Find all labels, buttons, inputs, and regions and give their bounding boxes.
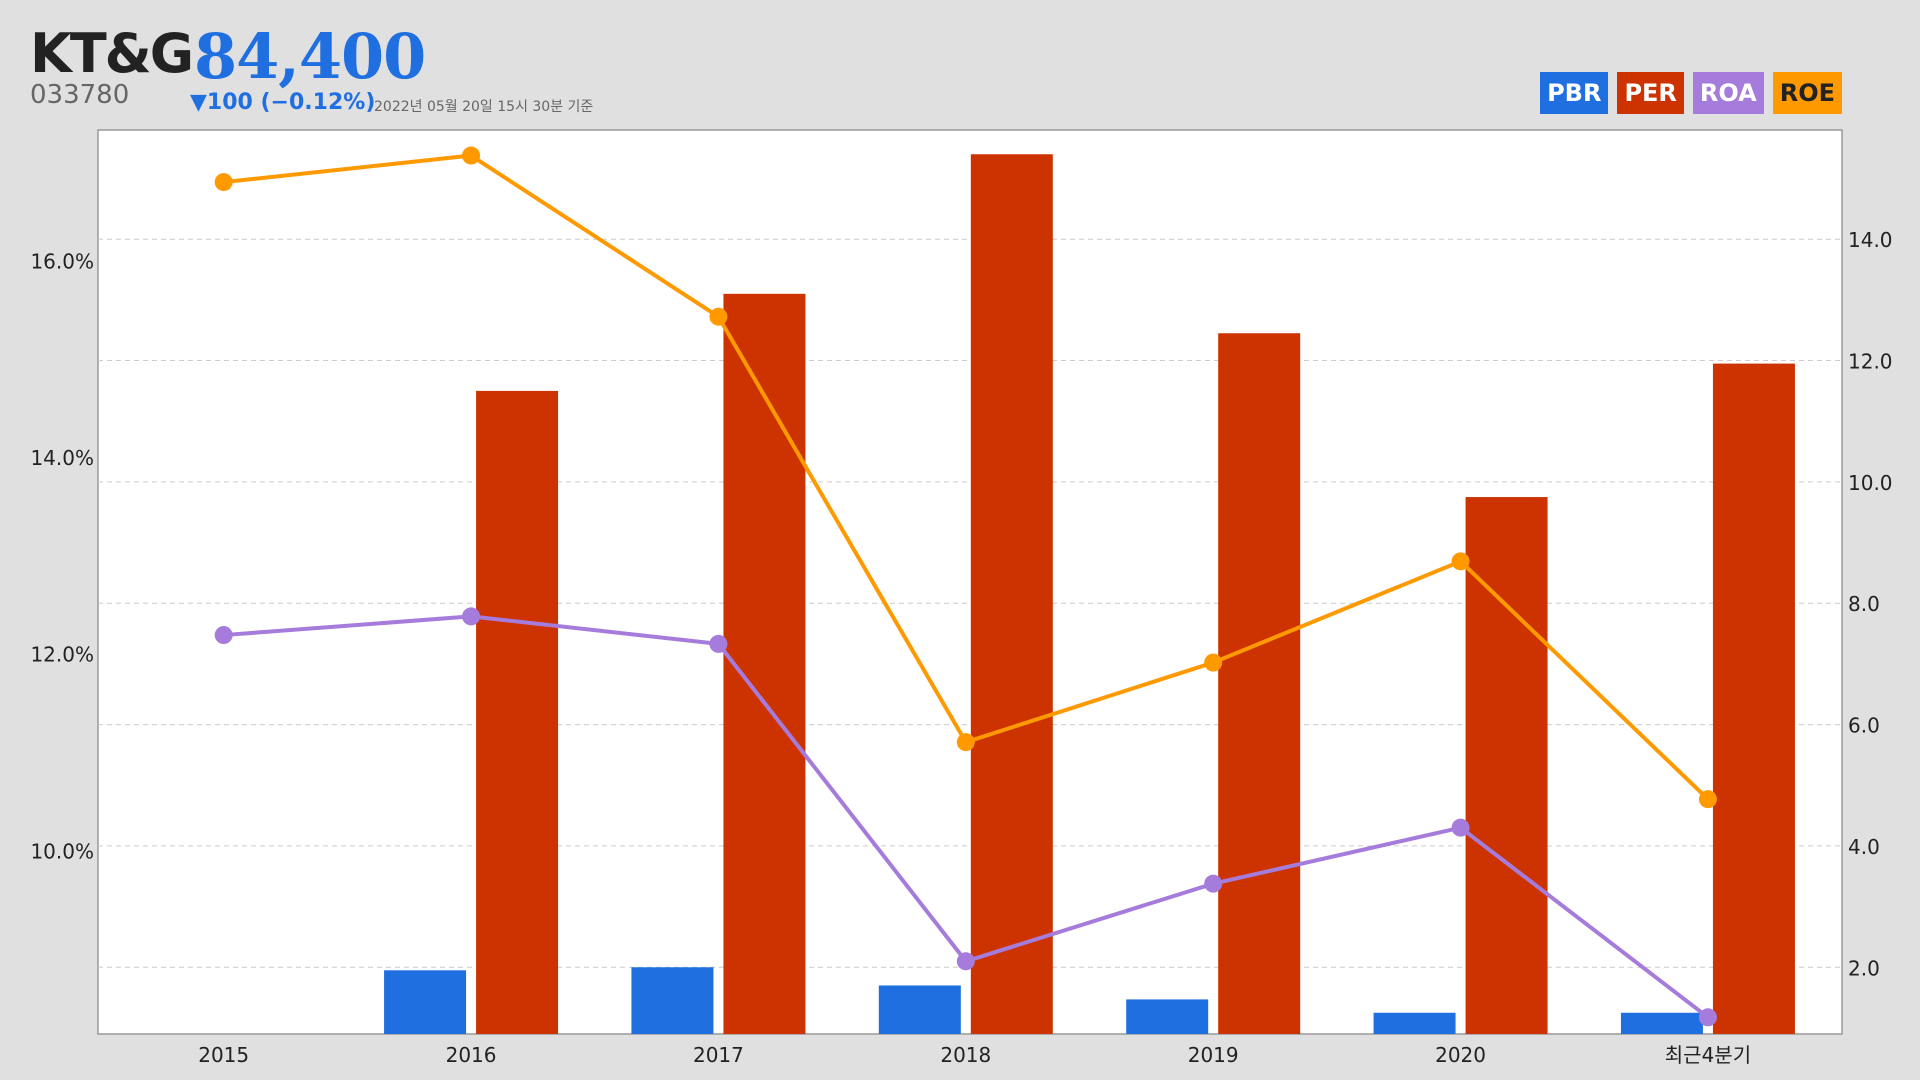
x-tick-label: 2018 xyxy=(940,1043,991,1067)
bar-per[interactable] xyxy=(1218,333,1301,1035)
stock-code: 033780 xyxy=(30,80,130,110)
bar-pbr[interactable] xyxy=(1620,1012,1703,1034)
bar-pbr[interactable] xyxy=(878,985,961,1034)
point-roe[interactable] xyxy=(1698,790,1717,809)
price-change: ▼100 (−0.12%) xyxy=(190,90,376,115)
right-tick-label: 10.0 xyxy=(1848,471,1893,495)
stock-price: 84,400 xyxy=(194,20,426,93)
x-tick-label: 2017 xyxy=(693,1043,744,1067)
bar-per[interactable] xyxy=(723,293,806,1034)
as-of-timestamp: 2022년 05월 20일 15시 30분 기준 xyxy=(374,99,594,115)
x-tick-label: 최근4분기 xyxy=(1665,1043,1751,1067)
x-tick-label: 2020 xyxy=(1435,1043,1486,1067)
bar-pbr[interactable] xyxy=(1126,999,1209,1034)
bar-pbr[interactable] xyxy=(631,967,714,1034)
right-tick-label: 12.0 xyxy=(1848,350,1893,374)
point-roa[interactable] xyxy=(1451,818,1470,837)
point-roe[interactable] xyxy=(956,733,975,752)
point-roe[interactable] xyxy=(709,307,728,326)
legend-item-roa[interactable]: ROA xyxy=(1692,72,1764,114)
x-tick-label: 2015 xyxy=(198,1043,249,1067)
x-tick-label: 2016 xyxy=(446,1043,497,1067)
bar-per[interactable] xyxy=(476,390,559,1035)
point-roa[interactable] xyxy=(1698,1008,1717,1027)
point-roe[interactable] xyxy=(1204,653,1223,672)
point-roa[interactable] xyxy=(956,952,975,971)
left-tick-label: 16.0% xyxy=(30,250,94,274)
left-tick-label: 10.0% xyxy=(30,839,94,863)
legend-item-roe[interactable]: ROE xyxy=(1772,72,1842,114)
chart-legend: PBR PER ROA ROE xyxy=(1540,72,1842,114)
point-roa[interactable] xyxy=(709,634,728,653)
legend-item-pbr[interactable]: PBR xyxy=(1540,72,1609,114)
legend-item-per[interactable]: PER xyxy=(1617,72,1684,114)
point-roe[interactable] xyxy=(1451,552,1470,571)
x-tick-label: 2019 xyxy=(1188,1043,1239,1067)
point-roa[interactable] xyxy=(462,607,481,626)
point-roa[interactable] xyxy=(1204,874,1223,893)
bar-per[interactable] xyxy=(1465,497,1548,1034)
left-tick-label: 14.0% xyxy=(30,446,94,470)
bar-pbr[interactable] xyxy=(384,970,467,1034)
point-roe[interactable] xyxy=(214,173,233,192)
right-tick-label: 14.0 xyxy=(1848,228,1893,252)
company-name: KT&G xyxy=(30,22,194,85)
point-roe[interactable] xyxy=(462,146,481,165)
point-roa[interactable] xyxy=(214,626,233,645)
right-tick-label: 4.0 xyxy=(1848,835,1880,859)
plot-area xyxy=(97,129,1843,1035)
left-tick-label: 12.0% xyxy=(30,643,94,667)
right-tick-label: 8.0 xyxy=(1848,592,1880,616)
bar-per[interactable] xyxy=(970,154,1053,1035)
bar-pbr[interactable] xyxy=(1373,1012,1456,1034)
right-tick-label: 6.0 xyxy=(1848,714,1880,738)
right-tick-label: 2.0 xyxy=(1848,956,1880,980)
bar-per[interactable] xyxy=(1712,363,1795,1035)
